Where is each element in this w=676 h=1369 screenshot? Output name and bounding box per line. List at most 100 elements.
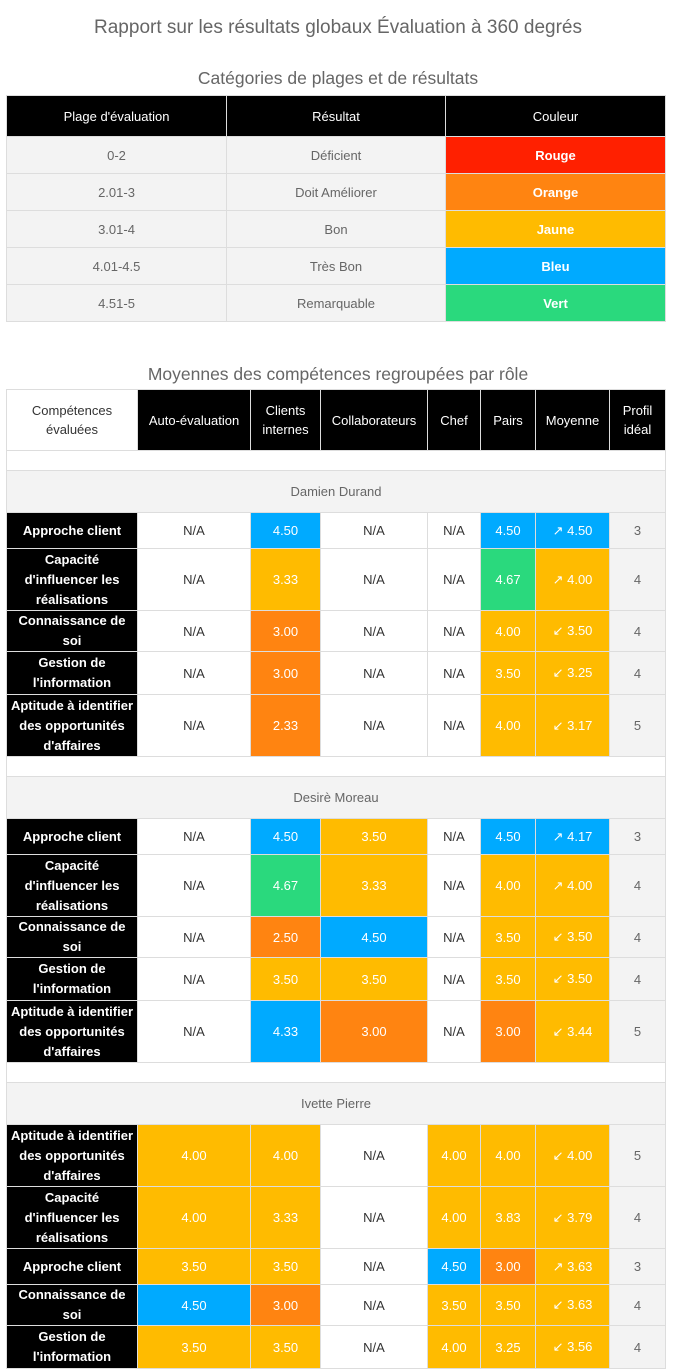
internal-clients-cell: 4.67 xyxy=(250,854,321,917)
ranges-table-title: Catégories de plages et de résultats xyxy=(197,68,479,88)
collaborators-cell: N/A xyxy=(320,694,428,757)
self-evaluation-cell: N/A xyxy=(137,694,251,757)
average-cell: ↙ 4.00 xyxy=(535,1124,610,1187)
peers-cell: 3.25 xyxy=(480,1325,536,1369)
average-cell: ↙ 3.63 xyxy=(535,1284,610,1326)
range-cell: 4.01-4.5 xyxy=(6,247,227,285)
boss-cell: 4.00 xyxy=(427,1186,481,1249)
header-self-evaluation: Auto-évaluation xyxy=(137,389,251,451)
collaborators-cell: N/A xyxy=(320,1124,428,1187)
ideal-profile-cell: 4 xyxy=(609,1284,666,1326)
competency-row: Capacité d'influencer les réalisations N/… xyxy=(6,548,666,611)
ideal-profile-cell: 4 xyxy=(609,610,666,652)
collaborators-cell: 3.50 xyxy=(320,957,428,1001)
average-cell: ↙ 3.56 xyxy=(535,1325,610,1369)
boss-cell: N/A xyxy=(427,610,481,652)
competency-row: Capacité d'influencer les réalisations N/… xyxy=(6,854,666,917)
self-evaluation-cell: 4.00 xyxy=(137,1124,251,1187)
ideal-profile-cell: 4 xyxy=(609,651,666,695)
self-evaluation-cell: N/A xyxy=(137,957,251,1001)
competency-name: Approche client xyxy=(6,1248,138,1285)
peers-cell: 3.50 xyxy=(480,651,536,695)
competency-row: Aptitude à identifier des opportunités d… xyxy=(6,1000,666,1063)
competency-name: Connaissance de soi xyxy=(6,610,138,652)
self-evaluation-cell: N/A xyxy=(137,1000,251,1063)
collaborators-cell: 3.50 xyxy=(320,818,428,855)
header-peers: Pairs xyxy=(480,389,536,451)
ranges-row: 0-2 Déficient Rouge xyxy=(6,136,666,174)
boss-cell: N/A xyxy=(427,916,481,958)
peers-cell: 4.00 xyxy=(480,610,536,652)
competency-name: Capacité d'influencer les réalisations xyxy=(6,854,138,917)
collaborators-cell: N/A xyxy=(320,1284,428,1326)
header-collaborators: Collaborateurs xyxy=(320,389,428,451)
collaborators-cell: N/A xyxy=(320,548,428,611)
header-color: Couleur xyxy=(445,95,666,137)
peers-cell: 4.50 xyxy=(480,512,536,549)
self-evaluation-cell: N/A xyxy=(137,651,251,695)
ideal-profile-cell: 5 xyxy=(609,694,666,757)
internal-clients-cell: 2.50 xyxy=(250,916,321,958)
competency-row: Gestion de l'information N/A 3.00 N/A N/A 3.5… xyxy=(6,651,666,695)
competency-row: Gestion de l'information 3.50 3.50 N/A 4.00 3… xyxy=(6,1325,666,1369)
collaborators-cell: N/A xyxy=(320,1248,428,1285)
peers-cell: 4.50 xyxy=(480,818,536,855)
group-name: Desirè Moreau xyxy=(6,776,666,819)
boss-cell: 3.50 xyxy=(427,1284,481,1326)
result-cell: Déficient xyxy=(226,136,446,174)
ideal-profile-cell: 5 xyxy=(609,1000,666,1063)
peers-cell: 3.50 xyxy=(480,1284,536,1326)
group-spacer xyxy=(6,756,666,777)
header-competencies: Compétences évaluées xyxy=(6,389,138,451)
average-cell: ↙ 3.25 xyxy=(535,651,610,695)
competency-row: Connaissance de soi N/A 2.50 4.50 N/A 3.50 ↙ 3… xyxy=(6,916,666,958)
average-cell: ↙ 3.50 xyxy=(535,916,610,958)
ideal-profile-cell: 4 xyxy=(609,1325,666,1369)
ideal-profile-cell: 3 xyxy=(609,512,666,549)
range-cell: 4.51-5 xyxy=(6,284,227,322)
competency-row: Connaissance de soi N/A 3.00 N/A N/A 4.00 ↙ 3.… xyxy=(6,610,666,652)
ranges-row: 4.51-5 Remarquable Vert xyxy=(6,284,666,322)
ideal-profile-cell: 4 xyxy=(609,957,666,1001)
self-evaluation-cell: 4.00 xyxy=(137,1186,251,1249)
self-evaluation-cell: 4.50 xyxy=(137,1284,251,1326)
ideal-profile-cell: 3 xyxy=(609,1248,666,1285)
average-cell: ↙ 3.17 xyxy=(535,694,610,757)
header-internal-clients: Clients internes xyxy=(250,389,321,451)
competency-name: Approche client xyxy=(6,512,138,549)
boss-cell: 4.00 xyxy=(427,1124,481,1187)
average-cell: ↗ 4.50 xyxy=(535,512,610,549)
average-cell: ↗ 3.63 xyxy=(535,1248,610,1285)
average-cell: ↙ 3.44 xyxy=(535,1000,610,1063)
collaborators-cell: N/A xyxy=(320,610,428,652)
ranges-table: Plage d'évaluation Résultat Couleur 0-2 D… xyxy=(6,95,666,322)
internal-clients-cell: 4.50 xyxy=(250,818,321,855)
competency-name: Aptitude à identifier des opportunités d… xyxy=(6,694,138,757)
color-cell: Bleu xyxy=(445,247,666,285)
group-name: Damien Durand xyxy=(6,470,666,513)
boss-cell: N/A xyxy=(427,512,481,549)
group-spacer xyxy=(6,450,666,471)
competency-name: Approche client xyxy=(6,818,138,855)
range-cell: 3.01-4 xyxy=(6,210,227,248)
peers-cell: 3.00 xyxy=(480,1248,536,1285)
competency-row: Gestion de l'information N/A 3.50 3.50 N/A 3.… xyxy=(6,957,666,1001)
self-evaluation-cell: N/A xyxy=(137,548,251,611)
peers-cell: 4.00 xyxy=(480,854,536,917)
collaborators-cell: 4.50 xyxy=(320,916,428,958)
internal-clients-cell: 3.33 xyxy=(250,1186,321,1249)
header-boss: Chef xyxy=(427,389,481,451)
collaborators-cell: N/A xyxy=(320,512,428,549)
competencies-table-container: Compétences évaluées Auto-évaluation Cli… xyxy=(6,389,666,1369)
competency-name: Aptitude à identifier des opportunités d… xyxy=(6,1000,138,1063)
group-header-row: Ivette Pierre xyxy=(6,1082,666,1125)
ideal-profile-cell: 4 xyxy=(609,1186,666,1249)
competency-name: Capacité d'influencer les réalisations xyxy=(6,548,138,611)
self-evaluation-cell: N/A xyxy=(137,916,251,958)
ranges-table-container: Plage d'évaluation Résultat Couleur 0-2 D… xyxy=(6,95,666,322)
peers-cell: 4.00 xyxy=(480,694,536,757)
result-cell: Très Bon xyxy=(226,247,446,285)
internal-clients-cell: 2.33 xyxy=(250,694,321,757)
self-evaluation-cell: N/A xyxy=(137,818,251,855)
color-cell: Rouge xyxy=(445,136,666,174)
